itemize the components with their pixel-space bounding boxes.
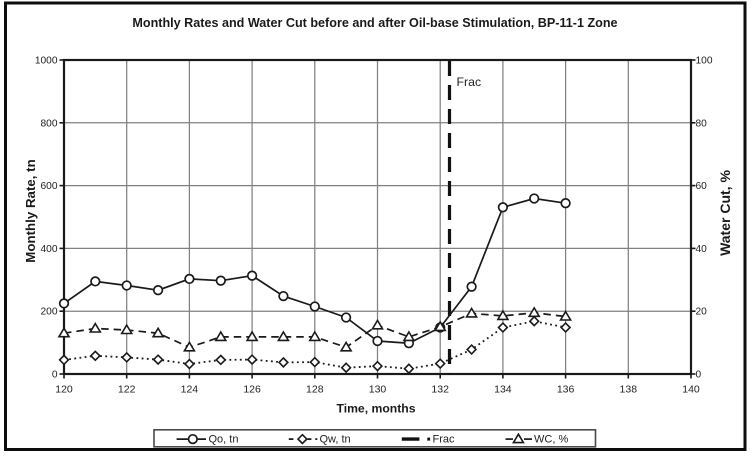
svg-text:128: 128 (306, 383, 324, 395)
svg-text:Qo, tn: Qo, tn (209, 434, 239, 446)
svg-text:800: 800 (41, 118, 58, 129)
svg-text:Frac: Frac (457, 75, 482, 89)
svg-text:0: 0 (52, 370, 58, 381)
svg-text:100: 100 (696, 56, 713, 67)
svg-text:Monthly Rate, tn: Monthly Rate, tn (23, 159, 38, 262)
svg-text:60: 60 (696, 181, 708, 192)
svg-text:124: 124 (181, 383, 199, 395)
svg-text:1000: 1000 (35, 56, 58, 67)
svg-text:WC, %: WC, % (534, 434, 568, 446)
svg-text:40: 40 (696, 244, 708, 255)
svg-text:122: 122 (118, 383, 136, 395)
svg-text:140: 140 (682, 383, 700, 395)
svg-text:136: 136 (557, 383, 575, 395)
svg-text:Frac: Frac (433, 434, 456, 446)
svg-text:20: 20 (696, 307, 708, 318)
svg-text:600: 600 (41, 181, 58, 192)
svg-text:134: 134 (494, 383, 512, 395)
svg-text:Qw, tn: Qw, tn (320, 434, 351, 446)
svg-text:400: 400 (41, 244, 58, 255)
svg-text:0: 0 (696, 370, 702, 381)
svg-text:126: 126 (243, 383, 261, 395)
svg-text:Water Cut, %: Water Cut, % (717, 170, 733, 256)
svg-text:200: 200 (41, 307, 58, 318)
svg-text:Monthly Rates and Water Cut be: Monthly Rates and Water Cut before and a… (132, 16, 617, 30)
svg-text:138: 138 (620, 383, 638, 395)
svg-text:80: 80 (696, 118, 708, 129)
svg-text:130: 130 (369, 383, 387, 395)
svg-text:120: 120 (55, 383, 73, 395)
svg-text:Time, months: Time, months (336, 402, 415, 416)
svg-text:132: 132 (431, 383, 449, 395)
